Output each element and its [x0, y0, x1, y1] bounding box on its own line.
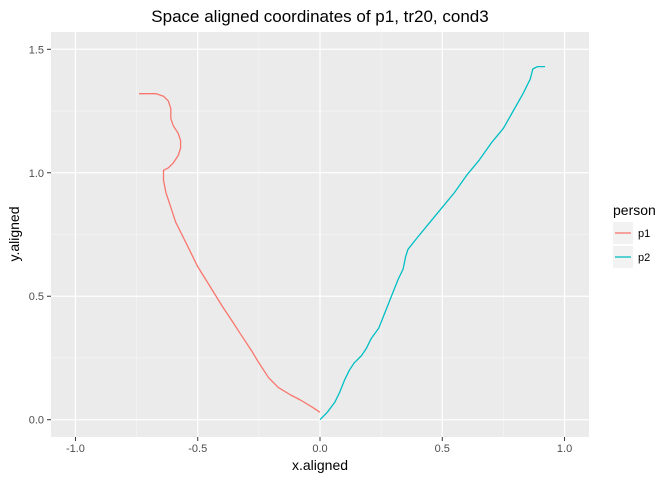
series-line-p2: [319, 65, 545, 421]
y-axis-ticks: 0.0 0.5 1.0 1.5: [29, 44, 51, 427]
legend-label-p1: p1: [638, 228, 650, 240]
y-axis-title: y.aligned: [6, 206, 22, 261]
legend: person p1 p2: [613, 202, 656, 268]
legend-label-p2: p2: [638, 252, 650, 264]
series-line-p1: [139, 93, 321, 413]
y-tick-label: 0.0: [29, 415, 44, 427]
x-tick-label: 0.5: [435, 443, 450, 455]
chart-title: Space aligned coordinates of p1, tr20, c…: [151, 7, 488, 26]
grid-major: [51, 32, 589, 437]
x-tick-label: -1.0: [66, 443, 85, 455]
x-tick-label: 1.0: [557, 443, 572, 455]
x-tick-label: 0.0: [312, 443, 327, 455]
x-tick-label: -0.5: [188, 443, 207, 455]
legend-title: person: [613, 202, 656, 218]
y-tick-label: 1.5: [29, 44, 44, 56]
series-lines: [139, 65, 545, 421]
y-tick-label: 1.0: [29, 168, 44, 180]
x-axis-title: x.aligned: [292, 457, 348, 473]
legend-keys: p1 p2: [613, 222, 650, 268]
x-axis-ticks: -1.0 -0.5 0.0 0.5 1.0: [66, 437, 572, 455]
y-tick-label: 0.5: [29, 291, 44, 303]
